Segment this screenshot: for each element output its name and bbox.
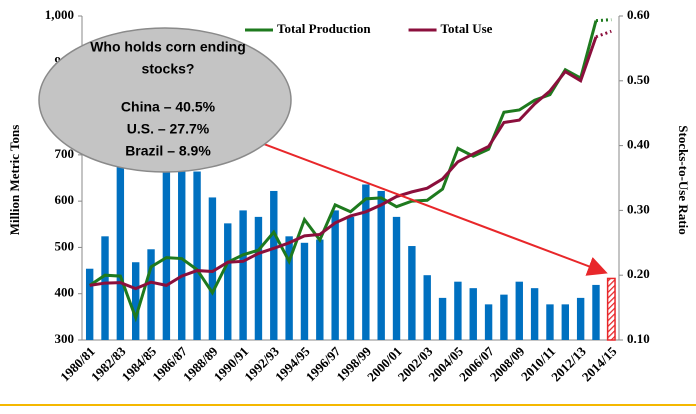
bar — [85, 268, 94, 340]
bar — [239, 210, 247, 340]
arrow — [231, 131, 608, 276]
bar — [546, 304, 554, 340]
bar — [101, 236, 109, 340]
bar — [530, 288, 539, 340]
bar — [392, 216, 401, 340]
bar — [162, 158, 171, 340]
bar — [224, 223, 232, 340]
callout-title: Who holds corn ending — [90, 39, 246, 55]
y-tick-label: 1,000 — [45, 7, 74, 22]
y2-tick-label: 0.30 — [627, 201, 650, 216]
bar — [438, 297, 447, 340]
y-tick-label: 600 — [55, 192, 75, 207]
bar — [423, 275, 431, 340]
callout — [38, 27, 292, 173]
y-tick-label: 400 — [55, 285, 75, 300]
bar — [561, 304, 569, 340]
projected-segment — [595, 29, 612, 39]
x-tick-label: 2014/15 — [579, 343, 620, 384]
bar — [606, 277, 616, 341]
projected-segment — [595, 18, 612, 23]
y-tick-label: 500 — [55, 238, 75, 253]
line — [88, 20, 598, 323]
bar — [147, 249, 155, 340]
y2-axis-label: Stocks-to-Use Ratio — [676, 125, 691, 234]
legend-label: Total Production — [277, 21, 371, 36]
bar — [316, 239, 324, 340]
y2-tick-label: 0.20 — [627, 266, 650, 281]
bar — [193, 171, 201, 340]
bar — [515, 281, 523, 340]
bar — [377, 190, 385, 340]
y-axis-label: Million Metric Tons — [7, 125, 22, 236]
bar — [178, 165, 186, 340]
bar — [454, 281, 462, 340]
bar — [346, 216, 355, 340]
y2-tick-label: 0.10 — [627, 331, 650, 346]
line — [89, 36, 598, 291]
y-tick-label: 700 — [55, 146, 75, 161]
bar — [576, 297, 585, 340]
bar — [208, 197, 217, 340]
bar — [592, 284, 600, 340]
y2-tick-label: 0.50 — [627, 72, 650, 87]
bar — [300, 242, 309, 340]
bar — [132, 262, 140, 340]
bar — [469, 288, 477, 340]
bar — [270, 190, 278, 340]
callout-line: U.S. – 27.7% — [127, 121, 210, 137]
bar — [500, 294, 508, 340]
y-tick-label: 300 — [55, 331, 75, 346]
bar — [362, 184, 370, 340]
bar — [331, 210, 339, 340]
bar — [484, 304, 493, 340]
callout-title: stocks? — [142, 61, 195, 77]
callout-line: Brazil – 8.9% — [125, 143, 211, 159]
bar — [254, 216, 263, 340]
y2-tick-label: 0.40 — [627, 137, 650, 152]
bar — [116, 145, 125, 340]
y2-tick-label: 0.60 — [627, 7, 650, 22]
callout-line: China – 40.5% — [121, 99, 216, 115]
legend-label: Total Use — [441, 21, 493, 36]
bar — [285, 236, 293, 340]
bar — [408, 246, 416, 340]
